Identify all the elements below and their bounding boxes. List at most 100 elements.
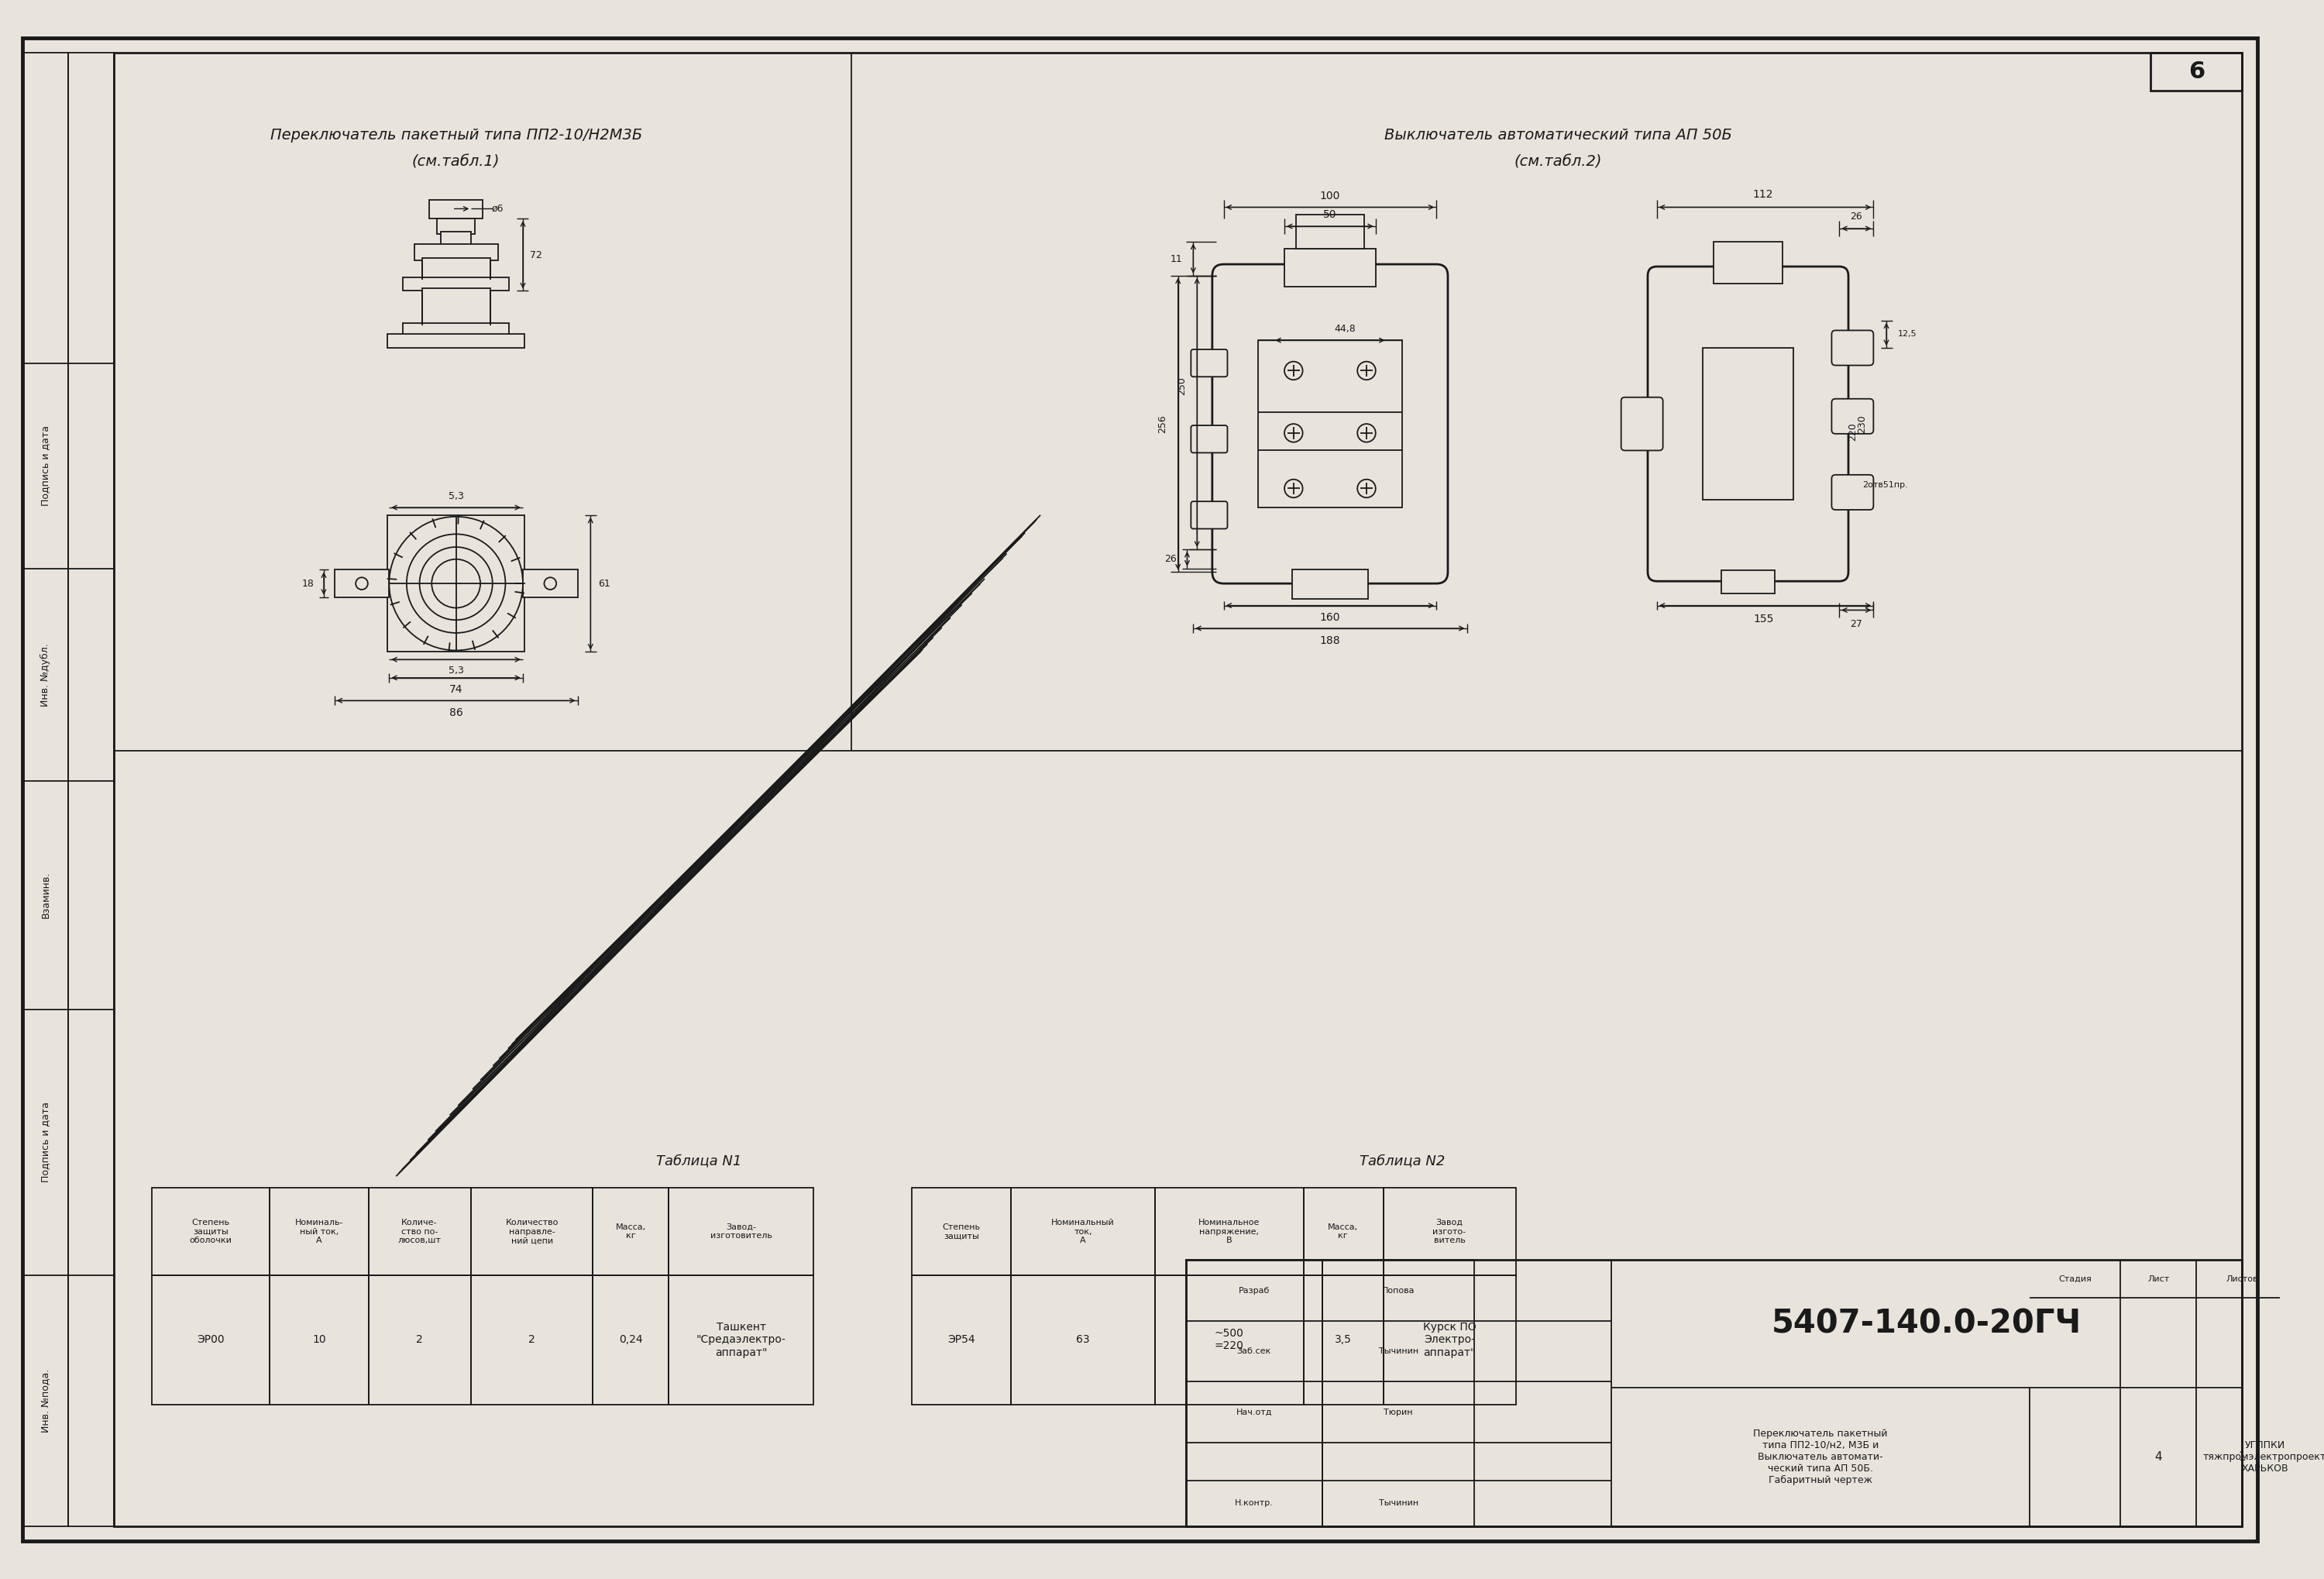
Bar <box>423 289 490 325</box>
Text: 100: 100 <box>1320 191 1341 201</box>
Text: 5407-140.0-20ГЧ: 5407-140.0-20ГЧ <box>1771 1307 2082 1341</box>
Text: 11: 11 <box>1171 254 1183 264</box>
Circle shape <box>388 516 523 651</box>
Bar <box>1383 1276 1515 1404</box>
Text: 3,5: 3,5 <box>1334 1334 1353 1345</box>
Bar <box>370 1187 472 1276</box>
Bar <box>669 1187 813 1276</box>
FancyBboxPatch shape <box>1831 330 1873 365</box>
Bar <box>67 54 114 1525</box>
Bar <box>388 515 525 652</box>
Text: Завод-
изготовитель: Завод- изготовитель <box>711 1224 772 1240</box>
Text: Тычинин: Тычинин <box>1378 1347 1418 1355</box>
Text: 12,5: 12,5 <box>1899 330 1917 338</box>
Bar <box>669 1276 813 1404</box>
Bar <box>472 1187 593 1276</box>
Text: 160: 160 <box>1320 613 1341 624</box>
Bar <box>1713 242 1783 283</box>
Bar <box>270 1187 370 1276</box>
Text: 61: 61 <box>597 578 611 589</box>
Text: Масса,
кг: Масса, кг <box>1327 1224 1357 1240</box>
Text: Стадия: Стадия <box>2059 1276 2092 1282</box>
Bar <box>1304 1276 1383 1404</box>
Bar <box>23 54 67 1525</box>
FancyBboxPatch shape <box>1622 398 1664 450</box>
Bar <box>1185 1260 1322 1525</box>
Text: Номинальное
напряжение,
В: Номинальное напряжение, В <box>1199 1219 1260 1244</box>
Bar <box>1304 1187 1383 1276</box>
Text: ~500
=220: ~500 =220 <box>1213 1328 1243 1352</box>
Text: 230: 230 <box>1857 415 1866 433</box>
Bar <box>593 1276 669 1404</box>
Text: 2: 2 <box>416 1334 423 1345</box>
Bar <box>1011 1187 1155 1276</box>
Text: 86: 86 <box>449 707 462 718</box>
Text: Тычинин: Тычинин <box>1378 1500 1418 1506</box>
Text: 26: 26 <box>1164 554 1176 564</box>
Bar <box>523 570 579 597</box>
Bar <box>1257 339 1401 507</box>
Text: Листов: Листов <box>2226 1276 2259 1282</box>
Bar <box>2150 54 2243 92</box>
Text: 112: 112 <box>1752 189 1773 199</box>
Text: 50: 50 <box>1322 210 1336 219</box>
Text: Переключатель пакетный
типа ПП2-10/н2, М3Б и
Выключатель автомати-
ческий типа А: Переключатель пакетный типа ПП2-10/н2, М… <box>1752 1429 1887 1486</box>
FancyBboxPatch shape <box>1190 425 1227 453</box>
Text: Таблица N2: Таблица N2 <box>1360 1154 1446 1168</box>
Bar <box>1703 347 1794 501</box>
Bar <box>1322 1260 1473 1525</box>
Bar <box>442 232 472 245</box>
Text: Степень
защиты
оболочки: Степень защиты оболочки <box>188 1219 232 1244</box>
Text: Подпись и дата: Подпись и дата <box>40 1102 51 1183</box>
FancyBboxPatch shape <box>1190 502 1227 529</box>
Bar <box>335 570 388 597</box>
Text: Таблица N1: Таблица N1 <box>655 1154 741 1168</box>
Text: 155: 155 <box>1752 614 1773 625</box>
Text: 10: 10 <box>311 1334 325 1345</box>
Text: Подпись и дата: Подпись и дата <box>40 425 51 505</box>
Bar <box>437 218 474 234</box>
Text: 18: 18 <box>302 578 314 589</box>
Text: Инв. №пода.: Инв. №пода. <box>40 1369 51 1432</box>
Bar <box>472 1276 593 1404</box>
Bar <box>1292 570 1369 598</box>
Bar <box>1011 1276 1155 1404</box>
Text: 27: 27 <box>1850 619 1862 628</box>
Bar <box>151 1276 270 1404</box>
Text: 5,3: 5,3 <box>449 491 465 501</box>
Text: 26: 26 <box>1850 212 1862 221</box>
Text: Нач.отд: Нач.отд <box>1236 1408 1271 1416</box>
Text: Ташкент
"Средаэлектро-
аппарат": Ташкент "Средаэлектро- аппарат" <box>697 1322 786 1358</box>
Bar <box>1722 570 1776 594</box>
Text: Количество
направле-
ний цепи: Количество направле- ний цепи <box>507 1219 558 1244</box>
Text: ø6: ø6 <box>493 204 504 213</box>
Text: Выключатель автоматический типа АП 50Б: Выключатель автоматический типа АП 50Б <box>1385 128 1731 142</box>
Text: 1: 1 <box>2238 1451 2245 1462</box>
Text: 0,24: 0,24 <box>618 1334 644 1345</box>
Bar <box>1297 215 1364 249</box>
Bar <box>1383 1187 1515 1276</box>
Text: 74: 74 <box>449 685 462 695</box>
Bar <box>1155 1276 1304 1404</box>
Text: 188: 188 <box>1320 635 1341 646</box>
Text: 6: 6 <box>2189 60 2205 84</box>
Text: Номинальный
ток,
А: Номинальный ток, А <box>1050 1219 1116 1244</box>
Text: Переключатель пакетный типа ПП2-10/Н2М3Б: Переключатель пакетный типа ПП2-10/Н2М3Б <box>270 128 641 142</box>
FancyBboxPatch shape <box>1831 475 1873 510</box>
Text: Номиналь-
ный ток,
А: Номиналь- ный ток, А <box>295 1219 344 1244</box>
Text: ЭР00: ЭР00 <box>198 1334 225 1345</box>
Text: Инв. №дубл.: Инв. №дубл. <box>40 643 51 706</box>
Bar <box>1285 249 1376 287</box>
Text: Попова: Попова <box>1383 1287 1415 1295</box>
Bar <box>370 1276 472 1404</box>
Text: 44,8: 44,8 <box>1334 324 1355 333</box>
Text: 5,3: 5,3 <box>449 666 465 676</box>
FancyBboxPatch shape <box>1190 349 1227 377</box>
Text: Взаминв.: Взаминв. <box>40 872 51 919</box>
Text: Разраб: Разраб <box>1239 1287 1269 1295</box>
Text: Завод
изгото-
витель: Завод изгото- витель <box>1432 1219 1466 1244</box>
Bar <box>402 278 509 291</box>
Bar <box>414 243 497 261</box>
Text: Заб.сек: Заб.сек <box>1236 1347 1271 1355</box>
Bar <box>1185 1260 2243 1525</box>
